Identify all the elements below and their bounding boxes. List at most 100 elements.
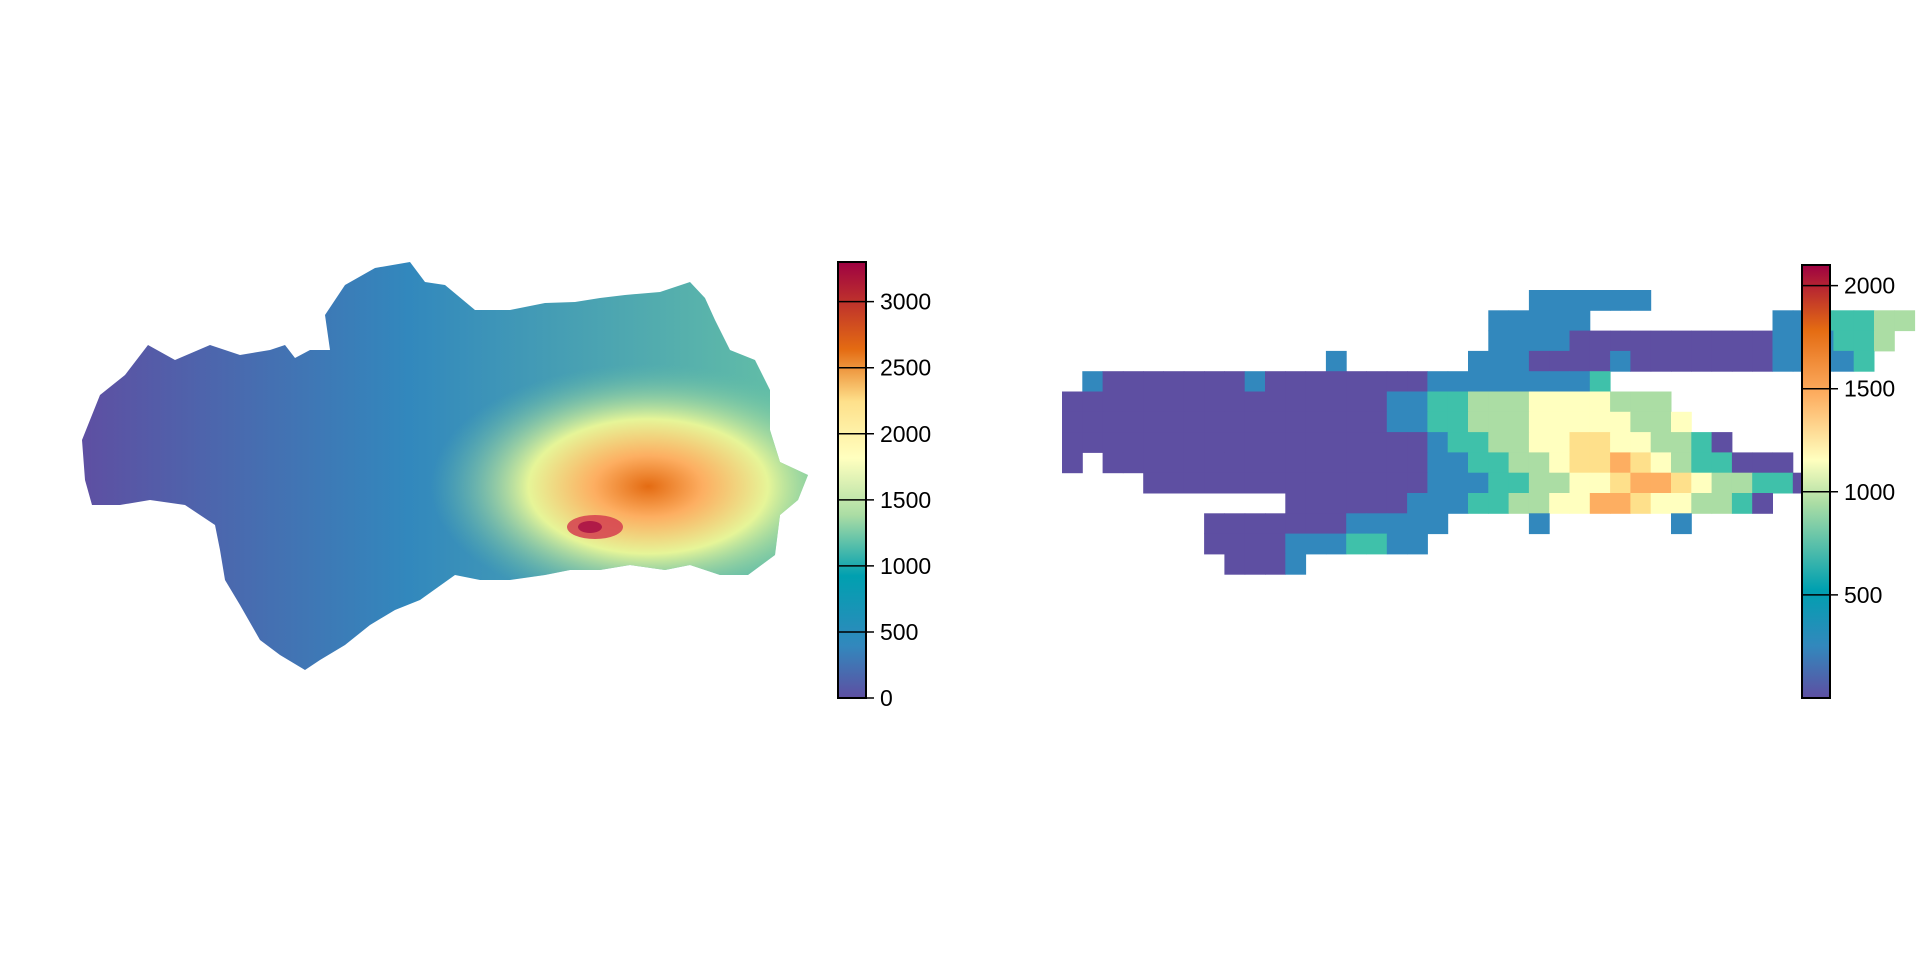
grid-cell bbox=[1468, 411, 1489, 433]
grid-cell bbox=[1772, 310, 1794, 332]
grid-cell bbox=[1508, 391, 1530, 413]
grid-cell bbox=[1244, 472, 1266, 494]
grid-cell bbox=[1569, 371, 1591, 392]
grid-cell bbox=[1691, 493, 1713, 514]
grid-cell bbox=[1650, 432, 1672, 453]
grid-cell bbox=[1630, 472, 1652, 494]
grid-cell bbox=[1285, 513, 1307, 535]
grid-cell bbox=[1265, 432, 1286, 453]
grid-cell bbox=[1265, 533, 1286, 555]
grid-cell bbox=[1650, 411, 1672, 433]
grid-cell bbox=[1122, 371, 1144, 392]
elevation-legend-bar bbox=[837, 261, 867, 699]
grid-cell bbox=[1610, 350, 1631, 372]
grid-cell bbox=[1163, 391, 1185, 413]
grid-cell bbox=[1488, 432, 1510, 453]
grid-cell bbox=[1224, 391, 1246, 413]
grid-cell bbox=[1366, 432, 1388, 453]
grid-cell bbox=[1082, 391, 1104, 413]
grid-cell bbox=[1549, 391, 1570, 413]
grid-cell bbox=[1549, 330, 1570, 352]
grid-cell bbox=[1549, 452, 1570, 474]
grid-cell bbox=[1468, 391, 1489, 413]
grid-cell bbox=[1447, 432, 1469, 453]
grid-cell bbox=[1285, 452, 1307, 474]
grid-cell bbox=[1325, 493, 1347, 514]
grid-cell bbox=[1366, 371, 1388, 392]
grid-cell bbox=[1163, 371, 1185, 392]
grid-cell bbox=[1427, 472, 1449, 494]
grid-cell bbox=[1650, 391, 1672, 413]
grid-cell bbox=[1528, 310, 1550, 332]
grid-cell bbox=[1752, 493, 1773, 514]
grid-cell bbox=[1549, 432, 1570, 453]
grid-cell bbox=[1874, 330, 1895, 352]
grid-cell bbox=[1183, 391, 1205, 413]
grid-cell bbox=[1589, 391, 1611, 413]
grid-cell bbox=[1305, 432, 1327, 453]
grid-cell bbox=[1610, 391, 1631, 413]
grid-cell bbox=[1265, 452, 1286, 474]
grid-cell bbox=[1589, 290, 1611, 311]
grid-cell bbox=[1224, 513, 1246, 535]
grid-cell bbox=[1468, 432, 1489, 453]
grid-cell bbox=[1488, 411, 1510, 433]
grid-cell bbox=[1731, 330, 1753, 352]
grid-cell bbox=[1569, 391, 1591, 413]
grid-cell bbox=[1366, 533, 1388, 555]
grid-cell bbox=[1752, 472, 1773, 494]
grid-cell bbox=[1427, 371, 1449, 392]
grid-cell bbox=[1285, 553, 1307, 575]
grid-cell bbox=[1569, 411, 1591, 433]
grid-cell bbox=[1488, 452, 1510, 474]
region-highlands bbox=[82, 262, 808, 670]
grid-cell bbox=[1650, 452, 1672, 474]
grid-cell bbox=[1244, 553, 1266, 575]
grid-cell bbox=[1346, 493, 1367, 514]
grid-cell bbox=[1265, 553, 1286, 575]
grid-cell bbox=[1833, 350, 1855, 372]
grid-cell bbox=[1711, 330, 1733, 352]
grid-cell bbox=[1488, 391, 1510, 413]
grid-cell bbox=[1285, 432, 1307, 453]
grid-cell bbox=[1488, 350, 1510, 372]
grid-cell bbox=[1508, 411, 1530, 433]
sierra-nevada-core bbox=[578, 521, 602, 533]
grid-cell bbox=[1305, 472, 1327, 494]
aggregated-legend-ticks: 500 1000 1500 2000 bbox=[1802, 273, 1895, 608]
elevation-legend-ticks: 0 500 1000 1500 2000 2500 3000 bbox=[838, 289, 931, 711]
grid-cell bbox=[1447, 472, 1469, 494]
grid-cell bbox=[1407, 472, 1428, 494]
grid-cell bbox=[1407, 391, 1428, 413]
grid-cell bbox=[1224, 371, 1246, 392]
grid-cell bbox=[1244, 513, 1266, 535]
grid-cell bbox=[1447, 411, 1469, 433]
grid-cell bbox=[1346, 513, 1367, 535]
grid-cell bbox=[1224, 411, 1246, 433]
grid-cell bbox=[1691, 452, 1713, 474]
legend-tick-label: 1000 bbox=[1844, 479, 1895, 505]
grid-cell bbox=[1671, 330, 1692, 352]
grid-cell bbox=[1427, 432, 1449, 453]
grid-cell bbox=[1528, 391, 1550, 413]
grid-cell bbox=[1305, 513, 1327, 535]
grid-cell bbox=[1549, 472, 1570, 494]
grid-cell bbox=[1082, 371, 1104, 392]
grid-cell bbox=[1407, 432, 1428, 453]
grid-cell bbox=[1752, 452, 1773, 474]
grid-cell bbox=[1772, 350, 1794, 372]
grid-cell bbox=[1447, 452, 1469, 474]
grid-cell bbox=[1407, 533, 1428, 555]
grid-cell bbox=[1549, 493, 1570, 514]
legend-tick-label: 3000 bbox=[880, 289, 931, 315]
legend-tick-label: 2000 bbox=[880, 421, 931, 447]
grid-cell bbox=[1143, 452, 1164, 474]
grid-cell bbox=[1366, 472, 1388, 494]
grid-cell bbox=[1265, 472, 1286, 494]
grid-cell bbox=[1366, 391, 1388, 413]
grid-cell bbox=[1630, 432, 1652, 453]
grid-cell bbox=[1833, 310, 1855, 332]
grid-cell bbox=[1325, 533, 1347, 555]
grid-cell bbox=[1285, 371, 1307, 392]
grid-cell bbox=[1528, 493, 1550, 514]
